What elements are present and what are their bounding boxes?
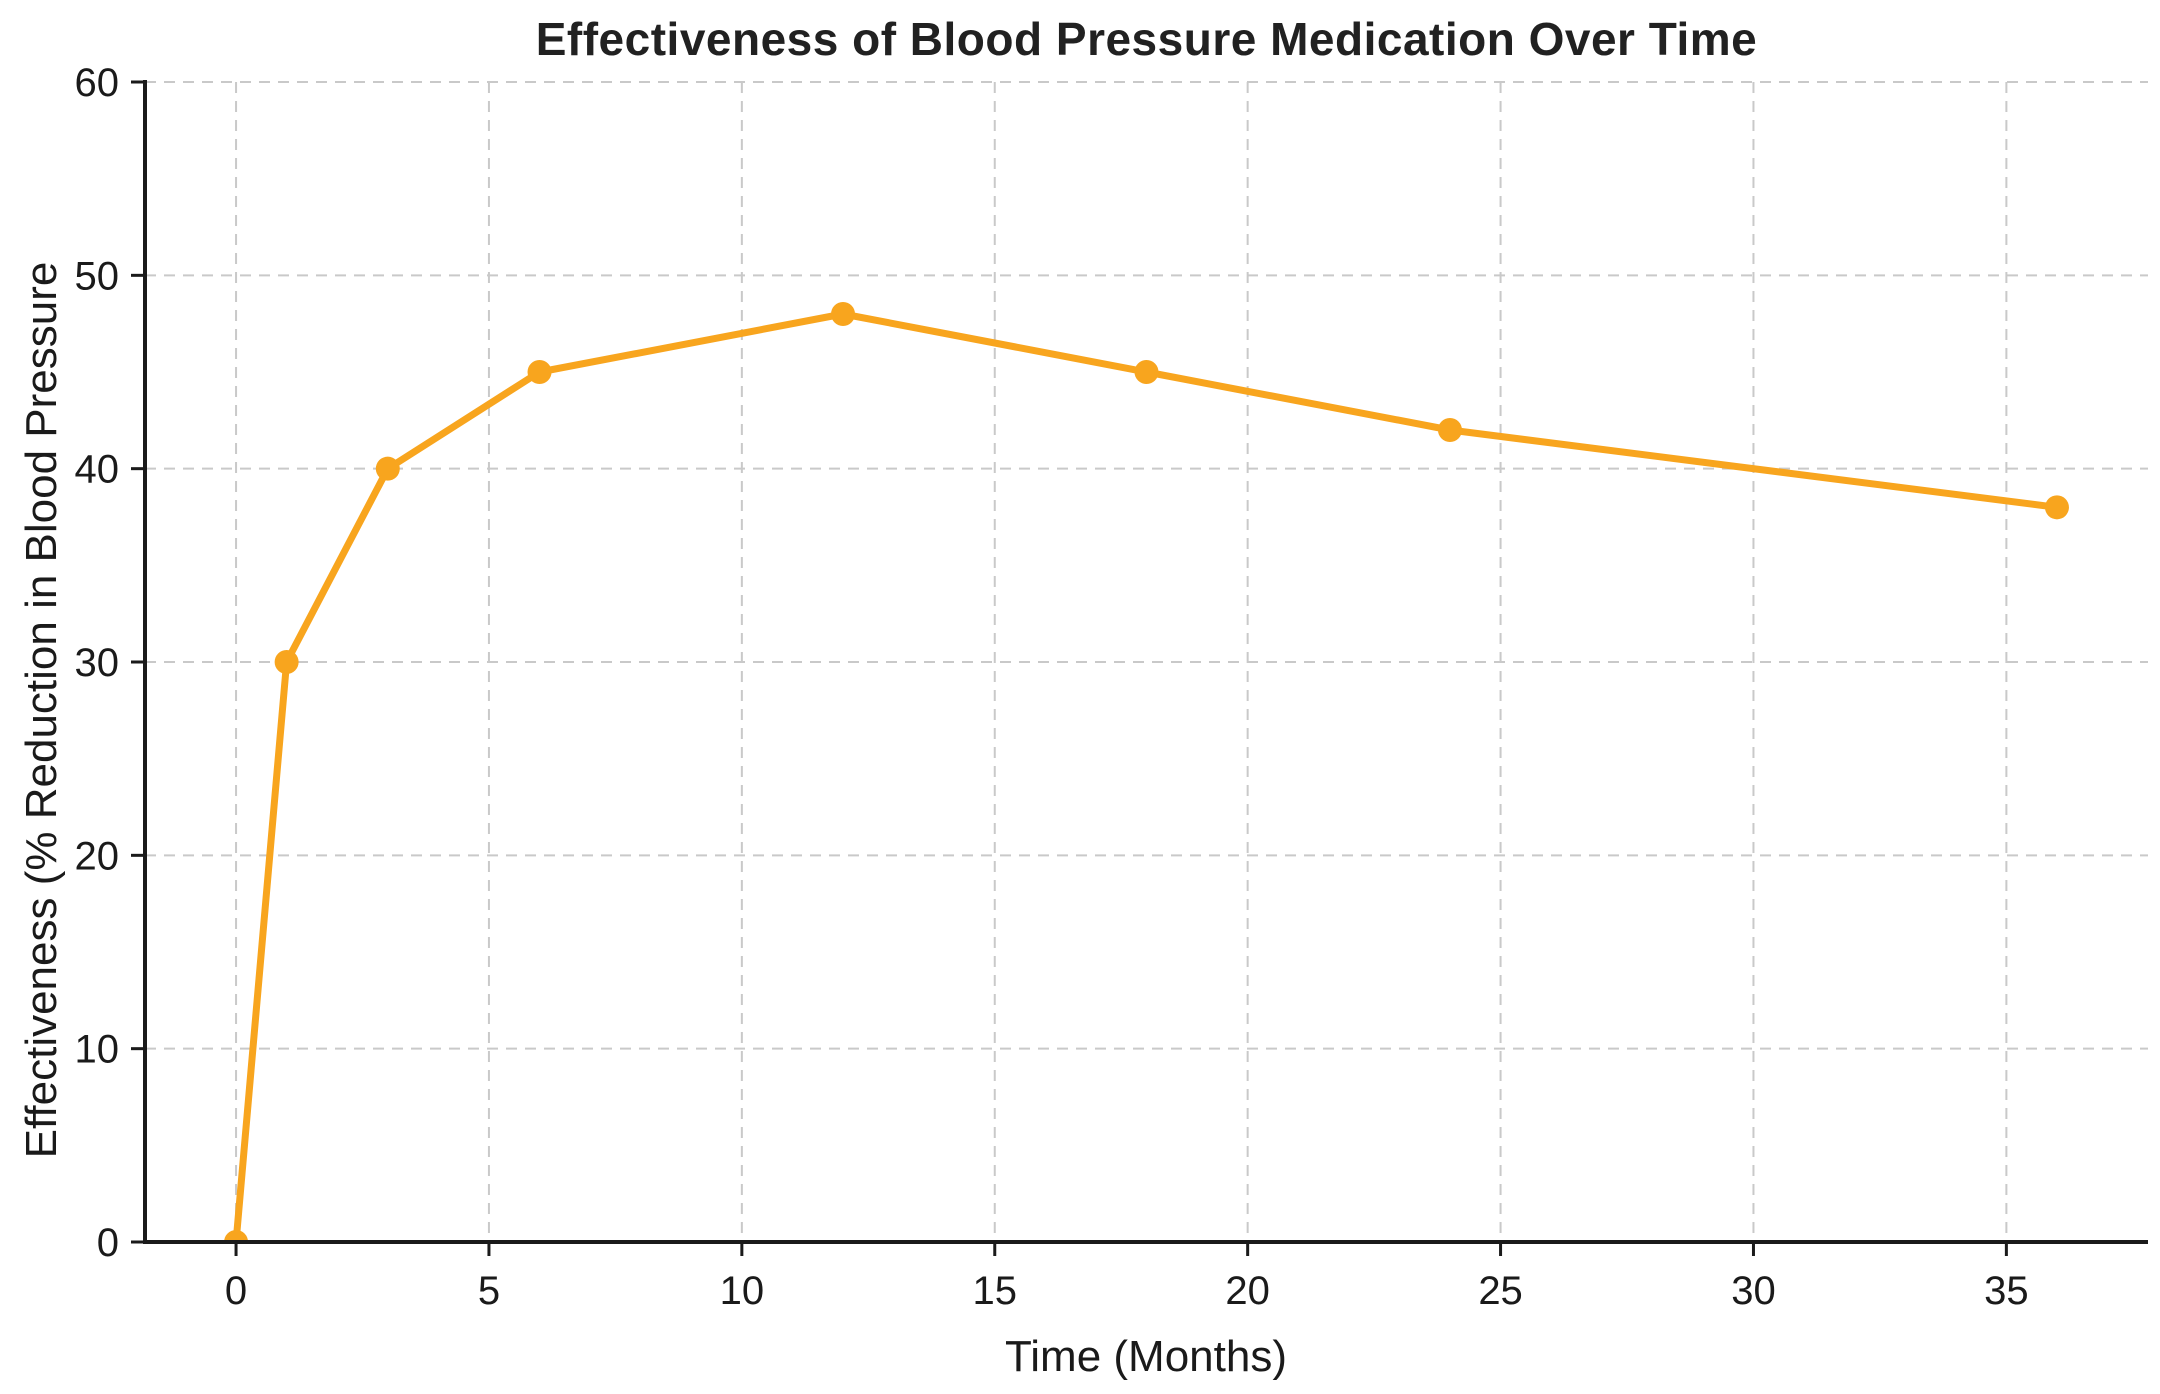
data-point-marker	[2044, 495, 2069, 520]
series-line	[232, 310, 2061, 1242]
y-tick-label: 50	[75, 254, 120, 298]
data-point-marker	[375, 456, 400, 481]
y-tick-label: 30	[75, 641, 120, 685]
data-point-marker	[527, 360, 552, 384]
data-point-marker	[1437, 418, 1462, 442]
y-tick-label: 20	[75, 834, 120, 878]
data-series	[224, 302, 2069, 1242]
x-tick-label: 10	[720, 1269, 765, 1313]
data-point-marker	[831, 302, 856, 326]
data-point-marker	[1134, 360, 1159, 384]
x-tick-label: 15	[973, 1269, 1018, 1313]
y-tick-label: 10	[75, 1028, 120, 1072]
y-tick-label: 0	[97, 1221, 119, 1265]
x-tick-label: 0	[225, 1269, 247, 1313]
x-axis-label: Time (Months)	[1005, 1332, 1287, 1381]
y-tick-label: 40	[75, 448, 120, 492]
data-point-marker	[224, 1230, 249, 1242]
x-tick-label: 25	[1478, 1269, 1523, 1313]
x-tick-label: 20	[1225, 1269, 1270, 1313]
chart-title: Effectiveness of Blood Pressure Medicati…	[535, 13, 1758, 65]
y-tick-label: 60	[75, 61, 120, 105]
x-tick-label: 30	[1731, 1269, 1776, 1313]
x-tick-label: 35	[1984, 1269, 2029, 1313]
x-tick-label: 5	[478, 1269, 500, 1313]
data-point-marker	[274, 650, 299, 674]
